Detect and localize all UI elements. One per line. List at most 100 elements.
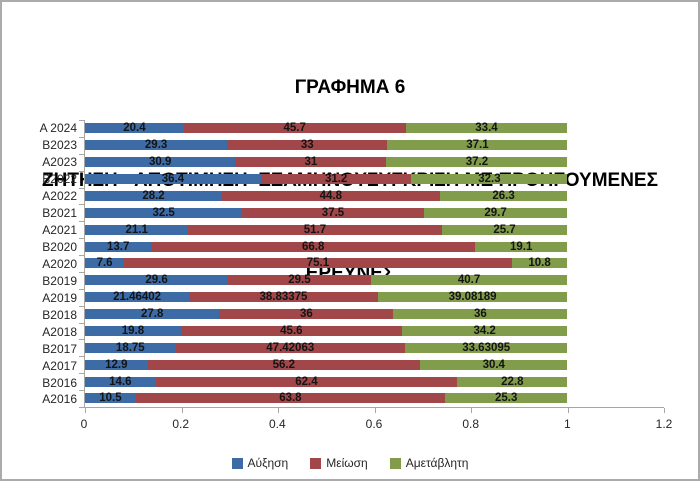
category-label: A2016 [42, 392, 77, 407]
value-label: 56.2 [272, 358, 295, 371]
value-label: 21.46402 [113, 291, 162, 304]
bar-stack: 7.6 75.1 10.8 [85, 257, 568, 270]
y-axis-tick [79, 373, 84, 375]
bar-segment-Αύξηση: 36.4 [85, 173, 261, 186]
bar-segment-Αμετάβλητη: 30.4 [420, 358, 568, 371]
category-label: B2016 [42, 375, 77, 390]
bar-segment-Αύξηση: 32.5 [85, 206, 243, 219]
value-label: 33.63095 [462, 341, 511, 354]
bar-segment-Μείωση: 66.8 [151, 241, 475, 252]
x-axis-tick [664, 408, 665, 413]
bar-segment-Αμετάβλητη: 25.3 [444, 392, 568, 405]
bar-segment-Αύξηση: 12.9 [85, 359, 148, 370]
category-label: A2020 [42, 256, 77, 271]
bar-stack: 32.5 37.5 29.7 [85, 206, 568, 219]
bar-row: 13.7 66.8 19.1 [85, 238, 664, 255]
bar-segment-Μείωση: 45.6 [180, 325, 402, 337]
bar-segment-Μείωση: 45.7 [183, 123, 406, 134]
y-axis-tick [79, 255, 84, 257]
bar-rows: 20.4 45.7 33.4 29.3 33 37.1 30.9 31 37.2 36.4 31.2… [85, 120, 664, 407]
bar-segment-Μείωση: 56.2 [147, 358, 421, 371]
legend: Αύξηση Μείωση Αμετάβλητη [2, 456, 698, 470]
bar-segment-Αμετάβλητη: 33.4 [405, 123, 568, 134]
bar-segment-Μείωση: 44.8 [222, 190, 440, 202]
value-label: 33 [300, 139, 314, 152]
value-label: 28.2 [142, 189, 165, 202]
bar-segment-Μείωση: 29.5 [228, 275, 371, 286]
value-label: 36.4 [161, 173, 185, 186]
value-label: 29.6 [145, 274, 168, 287]
category-label: A2019 [42, 290, 77, 305]
bar-segment-Αμετάβλητη: 29.7 [423, 207, 568, 219]
x-axis-tick [471, 408, 472, 413]
y-axis-tick [79, 187, 84, 189]
bar-segment-Μείωση: 33 [227, 139, 388, 152]
bar-row: 18.75 47.42063 33.63095 [85, 339, 664, 356]
bar-segment-Μείωση: 62.4 [155, 376, 458, 387]
bar-row: 12.9 56.2 30.4 [85, 356, 664, 373]
bar-row: 21.1 51.7 25.7 [85, 221, 664, 238]
bar-segment-Αύξηση: 21.46402 [85, 291, 190, 304]
bar-stack: 21.46402 38.83375 39.08189 [85, 291, 568, 304]
legend-label: Αύξηση [247, 456, 289, 470]
bar-segment-Μείωση: 63.8 [135, 392, 445, 405]
bar-stack: 21.1 51.7 25.7 [85, 223, 568, 236]
x-axis-tick [374, 408, 376, 413]
x-axis-tick [85, 408, 86, 413]
y-axis-tick [79, 407, 84, 408]
bar-segment-Μείωση: 47.42063 [175, 341, 405, 354]
bar-segment-Αμετάβλητη: 40.7 [370, 275, 568, 286]
legend-item-Μείωση: Μείωση [310, 456, 368, 470]
bar-row: 29.3 33 37.1 [85, 137, 664, 154]
y-axis-tick [79, 390, 84, 392]
bar-segment-Αμετάβλητη: 25.7 [441, 223, 568, 236]
category-label: B2019 [42, 273, 77, 288]
bar-stack: 20.4 45.7 33.4 [85, 123, 568, 134]
category-label: B2022 [42, 172, 77, 187]
x-axis-tick-label: 0.6 [365, 417, 383, 431]
category-label: B2020 [42, 240, 77, 255]
bar-segment-Αμετάβλητη: 33.63095 [404, 341, 568, 354]
bar-segment-Αύξηση: 27.8 [85, 308, 220, 321]
bar-row: 30.9 31 37.2 [85, 154, 664, 171]
bar-segment-Αύξηση: 20.4 [85, 123, 184, 134]
value-label: 25.3 [494, 392, 518, 405]
value-label: 10.5 [99, 392, 122, 405]
bar-segment-Αμετάβλητη: 39.08189 [377, 291, 568, 304]
value-label: 38.83375 [259, 291, 308, 304]
bar-segment-Αύξηση: 18.75 [85, 342, 176, 354]
bar-row: 7.6 75.1 10.8 [85, 255, 664, 272]
bar-segment-Αμετάβλητη: 26.3 [439, 190, 568, 202]
bar-segment-Αύξηση: 10.5 [85, 392, 136, 405]
y-axis-tick [79, 305, 84, 307]
bar-stack: 28.2 44.8 26.3 [85, 189, 568, 202]
value-label: 32.5 [152, 206, 175, 219]
bar-stack: 29.3 33 37.1 [85, 139, 568, 152]
bar-segment-Αμετάβλητη: 36 [393, 308, 568, 320]
value-label: 75.1 [306, 257, 330, 270]
category-label: A2022 [42, 189, 77, 204]
legend-swatch [310, 457, 322, 469]
bar-segment-Μείωση: 38.83375 [189, 291, 378, 304]
y-axis-tick [79, 356, 84, 358]
value-label: 27.8 [141, 308, 164, 321]
value-label: 63.8 [279, 392, 302, 405]
legend-swatch [389, 457, 401, 469]
value-label: 19.8 [121, 324, 145, 337]
bar-stack: 30.9 31 37.2 [85, 156, 568, 168]
category-label: A2023 [42, 155, 77, 170]
x-axis-tick [181, 408, 183, 413]
category-label: A2021 [42, 223, 77, 238]
bar-segment-Αμετάβλητη: 22.8 [457, 376, 568, 387]
bar-stack: 10.5 63.8 25.3 [85, 392, 568, 405]
bar-segment-Μείωση: 75.1 [124, 257, 512, 270]
plot-box: 20.4 45.7 33.4 29.3 33 37.1 30.9 31 37.2 36.4 31.2… [79, 120, 665, 413]
value-label: 47.42063 [266, 341, 315, 354]
y-axis-tick [79, 339, 84, 341]
bar-segment-Αμετάβλητη: 10.8 [511, 258, 568, 269]
value-label: 25.7 [493, 223, 516, 236]
value-label: 39.08189 [448, 291, 497, 304]
value-label: 30.4 [482, 358, 505, 371]
bar-segment-Αύξηση: 30.9 [85, 156, 236, 168]
value-label: 37.5 [321, 206, 345, 219]
